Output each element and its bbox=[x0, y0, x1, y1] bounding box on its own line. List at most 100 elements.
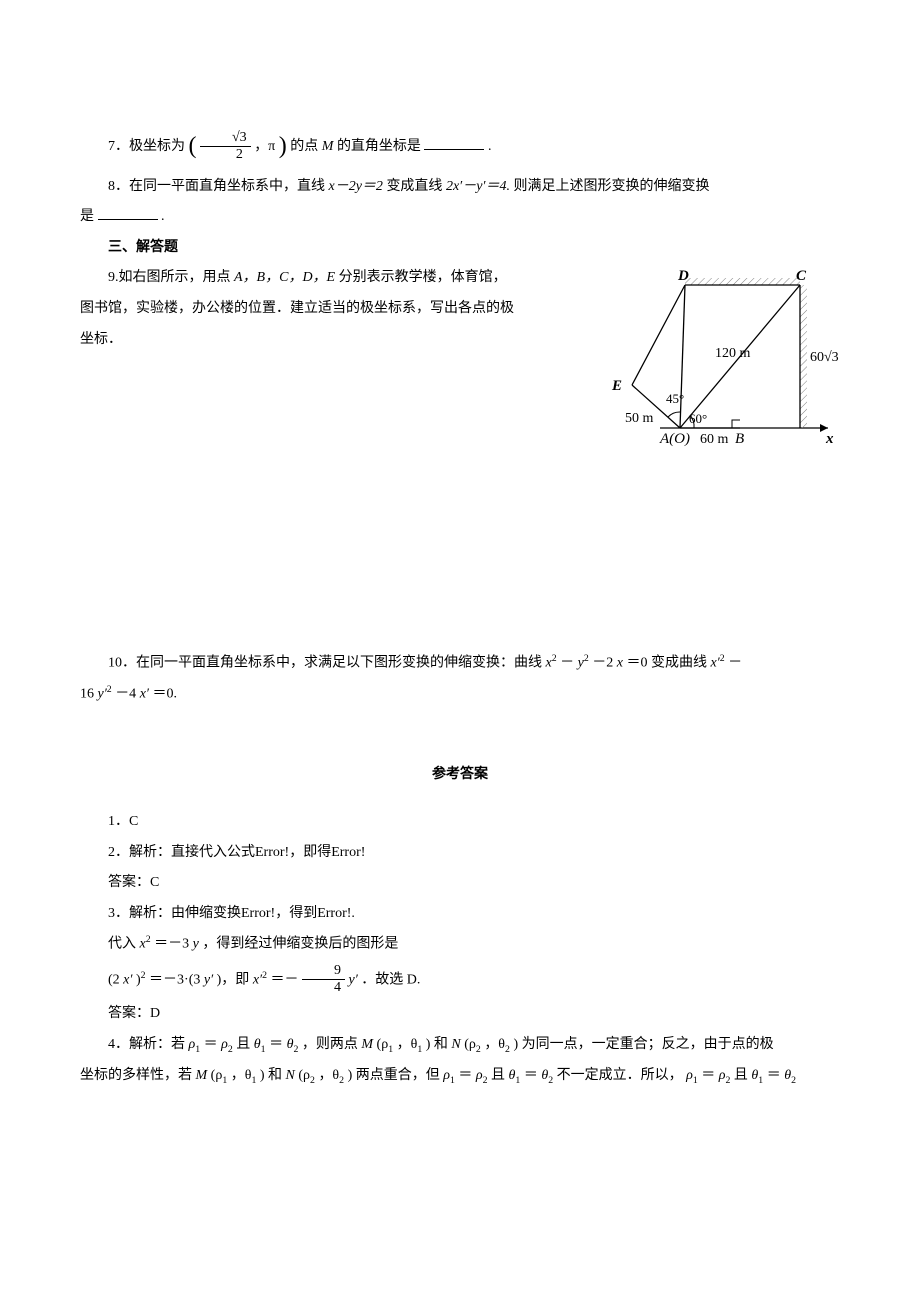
answer-3-line2: 代入 x2 ＝－3 y ，得到经过伸缩变换后的图形是 bbox=[80, 931, 840, 958]
a3-eq: ＝－3 bbox=[154, 937, 189, 952]
a4-p3e: ) bbox=[260, 1068, 265, 1083]
a4-eq6: ＝ bbox=[767, 1068, 781, 1083]
m3: － bbox=[728, 656, 742, 671]
a4-l1a: 4．解析：若 bbox=[108, 1037, 189, 1052]
question-10-line1: 10．在同一平面直角坐标系中，求满足以下图形变换的伸缩变换：曲线 x2 － y2… bbox=[80, 650, 840, 677]
a3-l2a: 代入 bbox=[108, 937, 140, 952]
var-M: M bbox=[322, 139, 334, 154]
q10-xp: x′ bbox=[710, 656, 719, 671]
q10-yp: y′ bbox=[98, 687, 107, 702]
a4-N: N bbox=[451, 1037, 460, 1052]
a3-sup2c: 2 bbox=[262, 970, 267, 981]
page: 7．极坐标为 ( √3 2 ，π ) 的点 M 的直角坐标是 . 8．在同一平面… bbox=[0, 0, 920, 1302]
answer-3-line3: (2 x′ )2 ＝－3·(3 y′ )，即 x′2 ＝－ 9 4 y′ ．故选… bbox=[80, 963, 840, 998]
a3-sup2b: 2 bbox=[141, 970, 146, 981]
a4-s1i: 1 bbox=[693, 1075, 698, 1086]
len-60r3: 60√3 m bbox=[810, 350, 840, 365]
ang-45: 45° bbox=[666, 391, 684, 406]
a4-s2j: 2 bbox=[791, 1075, 796, 1086]
a4-s2: 2 bbox=[228, 1044, 233, 1055]
q7-pi: ，π bbox=[254, 139, 275, 154]
answer-2-line1: 2．解析：直接代入公式Error!，即得Error! bbox=[80, 840, 840, 867]
a4-s1e: 1 bbox=[222, 1075, 227, 1086]
a4-l1b: ，则两点 bbox=[302, 1037, 362, 1052]
frac-den: 2 bbox=[200, 147, 251, 164]
eq0b: ＝0. bbox=[152, 687, 177, 702]
q8-line2a: 是 bbox=[80, 209, 94, 224]
figure-q9: D C B A(O) E 120 m 60√3 m 50 m 60 m 45° … bbox=[590, 265, 840, 476]
a4-s1d: 1 bbox=[417, 1044, 422, 1055]
paren-open: ( bbox=[189, 133, 197, 159]
a3-sup2: 2 bbox=[146, 934, 151, 945]
question-8-line2: 是 . bbox=[80, 204, 840, 231]
q9-pts: A，B，C，D，E bbox=[234, 270, 335, 285]
a4-c1: ，θ bbox=[397, 1037, 418, 1052]
label-D: D bbox=[677, 268, 689, 284]
a4-p2e: ) bbox=[513, 1037, 518, 1052]
q7-period: . bbox=[488, 139, 492, 154]
a3-yp: y′ bbox=[204, 972, 213, 987]
q7-tail: 的点 bbox=[290, 139, 322, 154]
a4-l1c: 为同一点，一定重合；反之，由于点的极 bbox=[522, 1037, 774, 1052]
diagram-svg: D C B A(O) E 120 m 60√3 m 50 m 60 m 45° … bbox=[590, 265, 840, 465]
m4: －4 bbox=[115, 687, 136, 702]
eq0: ＝0 bbox=[626, 656, 647, 671]
paren-close: ) bbox=[279, 133, 287, 159]
q8-a: 8．在同一平面直角坐标系中，直线 bbox=[108, 179, 329, 194]
answer-3-line1: 3．解析：由伸缩变换Error!，得到Error!. bbox=[80, 901, 840, 928]
a4-rho3: ρ bbox=[443, 1068, 450, 1083]
question-8-line1: 8．在同一平面直角坐标系中，直线 x－2y＝2 变成直线 2x′－y′＝4. 则… bbox=[80, 174, 840, 201]
q10-xp2: x′ bbox=[140, 687, 149, 702]
q8-c: 则满足上述图形变换的伸缩变换 bbox=[514, 179, 710, 194]
label-C: C bbox=[796, 268, 807, 284]
a4-M2: M bbox=[196, 1068, 208, 1083]
a4-rho4: ρ bbox=[476, 1068, 483, 1083]
a3-xp: x′ bbox=[123, 972, 132, 987]
a3-y: y bbox=[193, 937, 199, 952]
a4-p1: (ρ bbox=[377, 1037, 389, 1052]
a4-and: 且 bbox=[236, 1037, 254, 1052]
a3-frac: 9 4 bbox=[302, 963, 345, 998]
a4-rho5: ρ bbox=[686, 1068, 693, 1083]
a4-p4e: ) bbox=[348, 1068, 353, 1083]
a4-s2f: 2 bbox=[339, 1075, 344, 1086]
m1: － bbox=[560, 656, 574, 671]
a4-rho2: ρ bbox=[221, 1037, 228, 1052]
a4-s2i: 2 bbox=[725, 1075, 730, 1086]
q10-x2: x bbox=[617, 656, 623, 671]
answer-3-ans: 答案：D bbox=[80, 1001, 840, 1028]
a4-l2c: 不一定成立．所以， bbox=[557, 1068, 683, 1083]
a4-eq5: ＝ bbox=[701, 1068, 715, 1083]
section-3-heading: 三、解答题 bbox=[80, 235, 840, 262]
a4-s2d: 2 bbox=[505, 1044, 510, 1055]
a4-th1: θ bbox=[254, 1037, 261, 1052]
a4-and4: 且 bbox=[491, 1068, 509, 1083]
a4-p2: (ρ bbox=[464, 1037, 476, 1052]
a4-p1e: ) bbox=[426, 1037, 431, 1052]
a4-l2b: 两点重合，但 bbox=[356, 1068, 444, 1083]
a4-s2b: 2 bbox=[293, 1044, 298, 1055]
sup2a: 2 bbox=[552, 653, 557, 664]
a4-s1c: 1 bbox=[388, 1044, 393, 1055]
a4-s2e: 2 bbox=[310, 1075, 315, 1086]
a4-s1h: 1 bbox=[515, 1075, 520, 1086]
a4-c4: ，θ bbox=[318, 1068, 339, 1083]
a4-N2: N bbox=[286, 1068, 295, 1083]
sup2c: 2 bbox=[720, 653, 725, 664]
a4-p4: (ρ bbox=[298, 1068, 310, 1083]
q8-period: . bbox=[161, 209, 165, 224]
label-B: B bbox=[735, 431, 744, 447]
a3-l3a: (2 bbox=[108, 972, 120, 987]
a4-s2g: 2 bbox=[483, 1075, 488, 1086]
ang-60: 60° bbox=[689, 411, 707, 426]
len-120: 120 m bbox=[715, 346, 751, 361]
q8-expr1: x－2y＝2 bbox=[329, 179, 383, 194]
a4-p3: (ρ bbox=[211, 1068, 223, 1083]
a3-eq2: ＝－ bbox=[271, 972, 299, 987]
m2: －2 bbox=[592, 656, 613, 671]
a4-eq1: ＝ bbox=[204, 1037, 218, 1052]
a4-s1b: 1 bbox=[261, 1044, 266, 1055]
a4-s1: 1 bbox=[195, 1044, 200, 1055]
sup2b: 2 bbox=[584, 653, 589, 664]
a3-yp2: y′ bbox=[349, 972, 358, 987]
